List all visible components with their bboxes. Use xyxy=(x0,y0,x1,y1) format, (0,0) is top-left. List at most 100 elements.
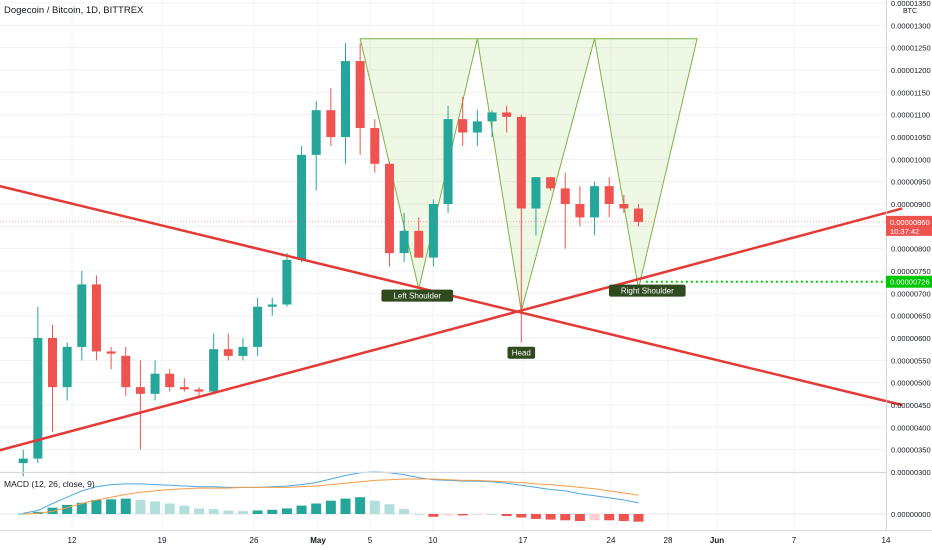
trendline-ascending[interactable] xyxy=(0,207,903,467)
x-tick-label: 14 xyxy=(882,536,891,545)
candle-body xyxy=(414,230,424,258)
y-tick-label: 0.00001150 xyxy=(891,88,930,97)
candle-body xyxy=(194,389,204,392)
candle-body xyxy=(502,112,512,117)
macd-bar xyxy=(340,498,351,514)
macd-label: MACD (12, 26, close, 9) xyxy=(4,479,95,489)
macd-bar xyxy=(237,511,248,514)
time-axis[interactable]: 12 19 26 May 5 10 17 24 28 Jun 7 14 xyxy=(68,536,891,545)
y-tick-label: 0.00001350 xyxy=(891,0,931,8)
pattern-triangle[interactable] xyxy=(593,38,698,289)
macd-bar xyxy=(164,503,175,514)
annotation-box xyxy=(507,346,536,359)
trendlines[interactable] xyxy=(0,171,903,468)
annotation-label: Right Shoulder xyxy=(621,287,674,296)
macd-bar xyxy=(369,500,380,514)
macd-bar xyxy=(311,503,322,514)
candle-body xyxy=(91,284,101,352)
candle-body xyxy=(604,186,614,204)
macd-bar xyxy=(281,508,292,514)
candle-body xyxy=(223,349,233,356)
candle-body xyxy=(634,208,643,222)
candle-body xyxy=(472,121,482,133)
x-tick-label: 17 xyxy=(519,536,528,545)
x-tick-label: 7 xyxy=(792,536,797,545)
macd-bar xyxy=(179,505,190,514)
macd-bar xyxy=(633,514,644,522)
x-tick-label: Jun xyxy=(710,536,724,545)
candle-body xyxy=(428,204,438,258)
candle-body xyxy=(531,177,541,209)
macd-bar xyxy=(530,514,541,519)
y-tick-label: 0.00000800 xyxy=(891,245,931,254)
x-tick-label: 24 xyxy=(607,536,616,545)
y-tick-label: 0.00000300 xyxy=(891,468,931,477)
macd-pane: 0.00000000 xyxy=(0,471,931,522)
y-tick-label: 0.00001050 xyxy=(891,133,931,142)
macd-bar xyxy=(560,514,571,521)
y-tick-label: 0.00001100 xyxy=(891,111,930,120)
annotation-box xyxy=(608,284,686,297)
last-price-value: 0.00000860 xyxy=(890,218,930,227)
candle-body xyxy=(209,349,219,392)
y-tick-label: 0.00001200 xyxy=(891,66,931,75)
candle-body xyxy=(135,387,145,394)
macd-bar xyxy=(120,498,131,514)
candle-body xyxy=(370,128,380,164)
y-tick-label: 0.00000600 xyxy=(891,334,931,343)
candle-body xyxy=(238,346,248,356)
candle-body xyxy=(487,112,497,122)
x-tick-label: 28 xyxy=(664,536,673,545)
y-tick-label: 0.00001000 xyxy=(891,155,931,164)
macd-bar xyxy=(18,513,29,515)
candle-body xyxy=(560,188,570,204)
candle-body xyxy=(106,351,116,354)
macd-bar xyxy=(223,510,234,514)
countdown-value: 10:37:42 xyxy=(890,227,919,236)
candle-body xyxy=(546,177,556,189)
macd-bar xyxy=(267,509,278,514)
target-price-tag xyxy=(886,275,932,288)
annotations: Left Shoulder Head Right Shoulder xyxy=(381,284,686,359)
macd-bar xyxy=(589,514,600,521)
candle-body xyxy=(48,338,57,388)
candle-body xyxy=(267,304,277,307)
macd-bar xyxy=(76,502,87,514)
x-tick-label: 19 xyxy=(158,536,167,545)
macd-bar xyxy=(443,514,454,516)
candle-body xyxy=(516,116,526,209)
y-tick-label: 0.00000450 xyxy=(891,401,931,410)
candle-body xyxy=(179,387,189,390)
macd-bar xyxy=(384,504,395,514)
macd-bar xyxy=(150,501,161,514)
candle-body xyxy=(384,163,394,254)
y-tick-label: 0.00000750 xyxy=(891,267,931,276)
annotation-label: Head xyxy=(512,349,531,358)
y-tick-label: 0.00000400 xyxy=(891,423,931,432)
x-tick-label: 12 xyxy=(68,536,77,545)
trendline-descending[interactable] xyxy=(0,171,903,407)
y-tick-label: 0.00000350 xyxy=(891,446,931,455)
macd-bar xyxy=(487,514,497,515)
candle-body xyxy=(341,61,350,137)
macd-bar xyxy=(545,514,556,520)
candle-body xyxy=(121,355,131,388)
y-tick-label: 0.00000550 xyxy=(891,356,931,365)
x-tick-label: 26 xyxy=(250,536,259,545)
candle-body xyxy=(575,204,585,218)
y-tick-label: 0.00000900 xyxy=(891,200,931,209)
price-axis[interactable]: 0.00001350 0.00001300 0.00001250 0.00001200… xyxy=(891,0,931,477)
candle-body xyxy=(150,373,160,394)
chart-title: Dogecoin / Bitcoin, 1D, BITTREX xyxy=(4,5,144,16)
candle-body xyxy=(619,204,629,209)
candle-body xyxy=(297,154,307,260)
candle-body xyxy=(311,110,321,155)
candle-body xyxy=(282,259,292,305)
y-tick-label: 0.00001300 xyxy=(891,21,931,30)
last-price-tag xyxy=(886,215,932,236)
y-tick-label: 0.00000950 xyxy=(891,178,931,187)
signal-line xyxy=(23,478,639,515)
macd-bar xyxy=(428,514,439,517)
